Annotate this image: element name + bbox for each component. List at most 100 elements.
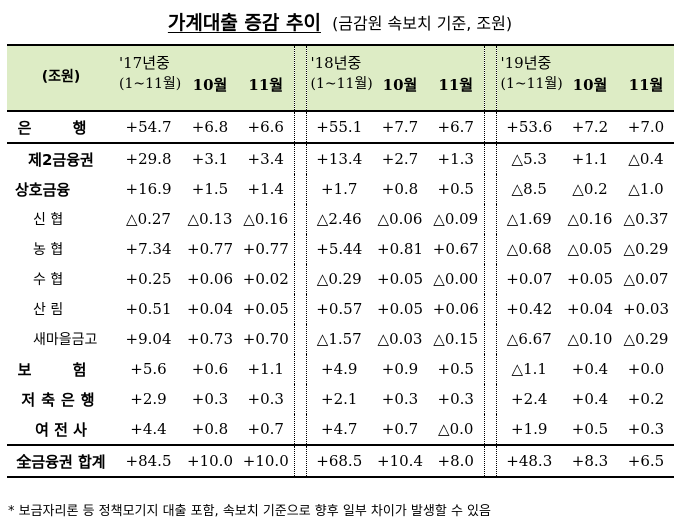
value-cell: +0.5 (437, 180, 474, 198)
value-cell: △0.68 (506, 240, 552, 258)
value-cell: +0.77 (242, 240, 289, 258)
value-cell: △0.05 (567, 240, 613, 258)
value-cell: +13.4 (316, 150, 363, 168)
value-cell: △0.06 (377, 210, 423, 228)
value-cell: +2.9 (130, 390, 167, 408)
value-cell: +1.1 (571, 150, 609, 168)
value-cell: +0.5 (437, 360, 474, 378)
page-title: 가계대출 증감 추이 (167, 12, 321, 34)
value-cell: △0.13 (187, 210, 233, 228)
value-cell: +1.3 (437, 150, 474, 168)
value-cell: +0.3 (437, 390, 474, 408)
value-cell: △0.00 (433, 270, 479, 288)
value-cell: +0.51 (125, 300, 172, 318)
value-cell: +0.4 (571, 390, 609, 408)
row-label: 새마을금고 (33, 332, 98, 348)
value-cell: +1.4 (247, 180, 284, 198)
value-cell: +0.07 (506, 270, 553, 288)
value-cell: +48.3 (496, 445, 562, 478)
table-row: 상호금융 +16.9 +1.5 +1.4 +1.7 +0.8 +0.5 △8.5 △0.2 △1.… (7, 174, 674, 204)
year-header-18: '18년중 (1~11월) (306, 44, 372, 112)
value-cell: +0.73 (187, 330, 233, 348)
value-cell: +6.8 (182, 111, 238, 144)
value-cell: +0.7 (372, 414, 428, 446)
value-cell: +16.9 (125, 180, 172, 198)
value-cell: △2.46 (316, 210, 362, 228)
loan-table: (조원) '17년중 (1~11월) 10월 11월 '18년중 (1~11월) 1… (7, 44, 674, 478)
value-cell: △6.67 (506, 330, 552, 348)
value-cell: +7.2 (562, 111, 618, 144)
value-cell: △1.69 (506, 210, 552, 228)
value-cell: +3.4 (247, 150, 284, 168)
value-cell: +29.8 (125, 150, 172, 168)
row-label: 농 협 (33, 242, 64, 258)
table-row: 여 전 사 +4.4 +0.8 +0.7 +4.7 +0.7 △0.0 +1.9 +0.5 +0.… (7, 414, 674, 446)
value-cell: +0.5 (562, 414, 618, 446)
value-cell: +7.0 (618, 111, 674, 144)
year-header-19: '19년중 (1~11월) (496, 44, 562, 112)
value-cell: △0.07 (623, 270, 669, 288)
page-subtitle: (금감원 속보치 기준, 조원) (332, 14, 513, 33)
value-cell: +0.9 (381, 360, 419, 378)
value-cell: +0.05 (567, 270, 613, 288)
month-header: 10월 (562, 44, 618, 112)
row-label: 은 행 (7, 111, 115, 144)
value-cell: +2.7 (381, 150, 419, 168)
value-cell: +10.0 (182, 445, 238, 478)
value-cell: +4.4 (115, 414, 182, 446)
value-cell: +0.8 (182, 414, 238, 446)
value-cell: +0.4 (571, 360, 609, 378)
month-header: 11월 (618, 44, 674, 112)
value-cell: +0.05 (377, 270, 423, 288)
value-cell: △0.16 (567, 210, 613, 228)
row-label: 신 협 (33, 212, 64, 228)
value-cell: +0.06 (187, 270, 233, 288)
value-cell: △0.2 (572, 180, 608, 198)
header-row: (조원) '17년중 (1~11월) 10월 11월 '18년중 (1~11월) 1… (7, 44, 674, 112)
value-cell: +0.04 (567, 300, 613, 318)
value-cell: +6.5 (618, 445, 674, 478)
row-label: 상호금융 (15, 180, 71, 199)
value-cell: +5.6 (130, 360, 167, 378)
value-cell: +0.6 (191, 360, 229, 378)
value-cell: △0.03 (377, 330, 423, 348)
value-cell: +8.0 (428, 445, 484, 478)
value-cell: △0.27 (126, 210, 171, 228)
month-header: 10월 (182, 44, 238, 112)
value-cell: △5.3 (511, 150, 547, 168)
value-cell: +54.7 (115, 111, 182, 144)
value-cell: △0.29 (316, 270, 362, 288)
table-row: 수 협 +0.25 +0.06 +0.02 △0.29 +0.05 △0.00 +0.07 +0… (7, 264, 674, 294)
value-cell: +3.1 (191, 150, 229, 168)
value-cell: +0.06 (432, 300, 479, 318)
value-cell: +6.6 (238, 111, 294, 144)
value-cell: +2.4 (511, 390, 548, 408)
value-cell: △0.16 (243, 210, 289, 228)
table-row: 은 행 +54.7 +6.8 +6.6 +55.1 +7.7 +6.7 +53.6 +7.2 +7… (7, 111, 674, 144)
value-cell: +68.5 (306, 445, 372, 478)
value-cell: △0.0 (428, 414, 484, 446)
value-cell: +0.3 (191, 390, 229, 408)
value-cell: +7.34 (125, 240, 172, 258)
value-cell: +0.81 (377, 240, 423, 258)
value-cell: +0.67 (432, 240, 479, 258)
value-cell: +7.7 (372, 111, 428, 144)
value-cell: +2.1 (321, 390, 358, 408)
unit-header: (조원) (7, 44, 115, 112)
value-cell: +84.5 (115, 445, 182, 478)
row-label: 보 험 (17, 360, 105, 379)
value-cell: +1.7 (321, 180, 358, 198)
value-cell: +1.5 (191, 180, 229, 198)
value-cell: +9.04 (125, 330, 172, 348)
value-cell: +55.1 (306, 111, 372, 144)
value-cell: +0.7 (238, 414, 294, 446)
table-row: 농 협 +7.34 +0.77 +0.77 +5.44 +0.81 +0.67 △0.68 △0… (7, 234, 674, 264)
value-cell: +0.0 (627, 360, 665, 378)
table-row: 산 림 +0.51 +0.04 +0.05 +0.57 +0.05 +0.06 +0.42 +0… (7, 294, 674, 324)
value-cell: +53.6 (496, 111, 562, 144)
row-label: 산 림 (33, 302, 64, 318)
value-cell: △0.09 (433, 210, 479, 228)
value-cell: +8.3 (562, 445, 618, 478)
footnote: * 보금자리론 등 정책모기지 대출 포함, 속보치 기준으로 향후 일부 차이… (8, 504, 491, 519)
month-header: 11월 (428, 44, 484, 112)
